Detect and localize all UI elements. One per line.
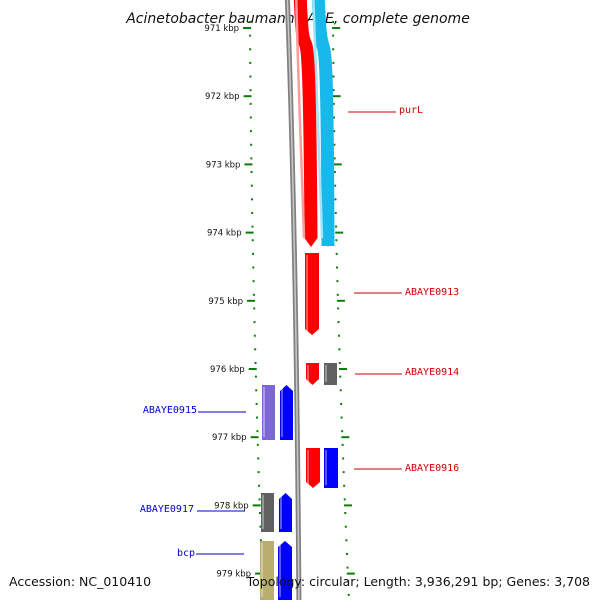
backbone-highlight [286,0,300,600]
abaye0916-gene-feature [306,448,320,488]
purl-label: purL [399,105,423,116]
abaye0914-label: ABAYE0914 [405,367,459,378]
purl-gene-feature [293,0,318,239]
abaye0916-cds-feature [324,448,338,488]
ruler-label: 976 kbp [210,365,245,375]
topology-text: Topology: circular; Length: 3,936,291 bp… [246,574,590,589]
accession-text: Accession: NC_010410 [9,574,151,589]
ruler-label: 979 kbp [216,570,251,580]
ruler-label: 972 kbp [205,92,240,102]
ruler-label: 975 kbp [208,297,243,307]
bcp-label: bcp [177,548,195,559]
purl-gene-highlight [295,0,306,239]
abaye0917-label: ABAYE0917 [140,504,194,515]
abaye0915-gene-feature [280,385,293,440]
bcp-gene-feature [278,541,292,600]
ruler-label: 973 kbp [206,160,241,170]
gene-features [260,0,338,600]
ruler-label: 974 kbp [207,229,242,239]
abaye0915-cds-feature [262,385,275,440]
abaye0917-cds-feature [261,493,274,532]
purl-cds-feature [311,0,335,247]
purl-cds-highlight [312,0,324,239]
abaye0913-gene-feature [305,253,319,335]
ruler-label: 977 kbp [212,433,247,443]
purl-gene-arrowhead [304,238,318,247]
bcp-cds-feature [260,541,274,600]
ruler-label: 971 kbp [204,24,239,34]
ruler-ticks: 971 kbp 972 kbp 973 kbp 974 kbp 975 kbp 976 k… [204,21,355,596]
purl-cds-arrowhead [321,236,335,247]
abaye0915-label: ABAYE0915 [143,405,197,416]
abaye0916-label: ABAYE0916 [405,463,459,474]
abaye0914-cds-feature [324,363,337,385]
abaye0914-gene-feature [306,363,319,385]
ruler-label: 978 kbp [214,501,249,511]
gene-labels: purL ABAYE0913 ABAYE0914 ABAYE0915 ABAYE0916… [140,105,459,559]
abaye0917-gene-feature [279,493,292,532]
abaye0913-label: ABAYE0913 [405,287,459,298]
